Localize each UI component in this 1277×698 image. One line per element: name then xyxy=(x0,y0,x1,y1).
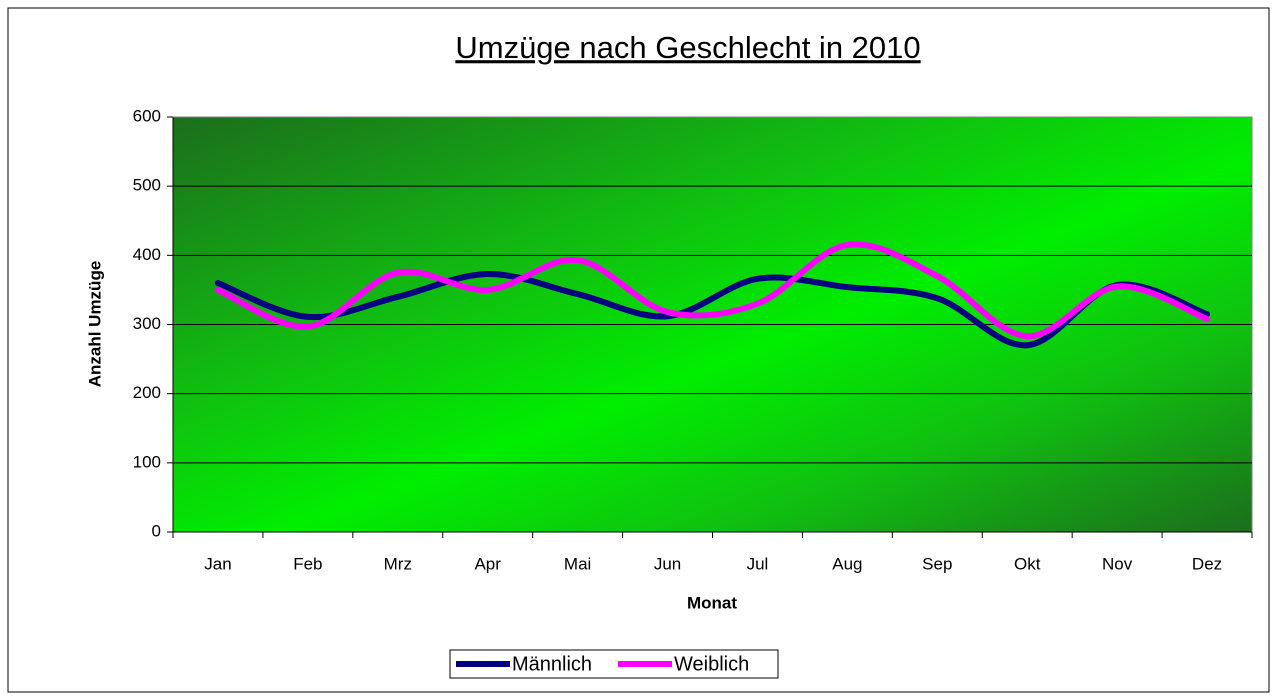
x-tick-label: Apr xyxy=(474,554,501,573)
x-tick-label: Aug xyxy=(832,554,862,573)
x-tick-label: Jun xyxy=(654,554,681,573)
plot-area xyxy=(172,116,1253,533)
x-tick-label: Okt xyxy=(1014,554,1041,573)
y-tick-label: 400 xyxy=(133,245,161,264)
series-line xyxy=(214,271,1211,349)
x-axis-label: Monat xyxy=(687,593,737,612)
x-tick-label: Jan xyxy=(204,554,231,573)
y-tick-label: 600 xyxy=(133,106,161,125)
x-tick-label: Mrz xyxy=(384,554,412,573)
y-tick-label: 500 xyxy=(133,176,161,195)
x-tick-label: Jul xyxy=(747,554,769,573)
legend-label: Weiblich xyxy=(674,653,749,675)
legend-label: Männlich xyxy=(512,653,592,675)
x-tick-label: Feb xyxy=(293,554,322,573)
y-axis-label: Anzahl Umzüge xyxy=(85,261,104,388)
x-tick-label: Mai xyxy=(564,554,591,573)
x-tick-label: Nov xyxy=(1102,554,1133,573)
y-tick-label: 200 xyxy=(133,383,161,402)
x-tick-label: Sep xyxy=(922,554,952,573)
chart-title: Umzüge nach Geschlecht in 2010 xyxy=(455,30,920,65)
y-tick-label: 300 xyxy=(133,314,161,333)
y-tick-label: 0 xyxy=(152,521,161,540)
series-line xyxy=(214,241,1211,340)
y-tick-label: 100 xyxy=(133,452,161,471)
x-tick-label: Dez xyxy=(1192,554,1222,573)
